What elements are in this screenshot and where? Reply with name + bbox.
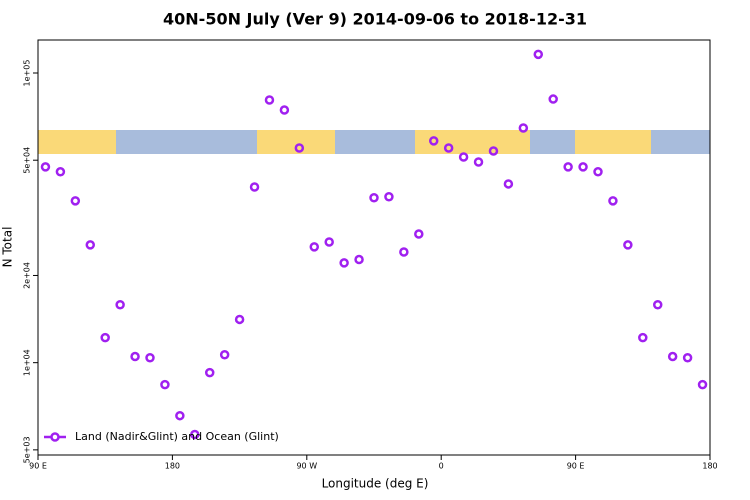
point: [130, 351, 140, 362]
point: [563, 162, 573, 172]
y-axis-label: N Total: [1, 227, 15, 268]
point: [578, 162, 588, 172]
point: [264, 95, 275, 105]
point: [204, 367, 215, 378]
point: [652, 299, 663, 310]
point: [503, 179, 514, 189]
y-tick-label: 1e+05: [23, 60, 32, 87]
point: [55, 167, 66, 177]
point: [145, 352, 155, 363]
chart-title: 40N-50N July (Ver 9) 2014-09-06 to 2018-…: [163, 10, 587, 29]
y-tick-label: 5e+04: [23, 147, 32, 174]
point: [518, 123, 529, 133]
point: [249, 182, 260, 192]
point: [623, 240, 633, 250]
point: [100, 332, 110, 343]
map-strip: [38, 130, 710, 154]
point: [593, 167, 603, 177]
point: [533, 49, 544, 60]
point: [324, 237, 334, 247]
point: [40, 162, 51, 172]
point: [339, 258, 349, 268]
point: [354, 254, 364, 265]
point: [190, 429, 200, 440]
x-tick-label: 90 E: [567, 462, 585, 471]
point: [175, 410, 185, 421]
point: [414, 229, 424, 239]
point: [548, 94, 558, 104]
point: [294, 143, 305, 153]
point: [488, 146, 499, 156]
x-tick-label: 180: [165, 462, 180, 471]
point: [682, 352, 693, 363]
plot-frame: [37, 39, 711, 456]
point: [160, 379, 170, 390]
x-tick-label: 90 W: [296, 462, 317, 471]
point: [608, 196, 618, 206]
point: [399, 247, 409, 257]
point: [70, 196, 81, 206]
point: [279, 105, 290, 115]
point: [384, 191, 394, 202]
point: [458, 152, 469, 162]
point: [443, 143, 454, 153]
point: [697, 379, 708, 390]
point: [473, 157, 484, 167]
point: [85, 240, 96, 250]
point: [428, 136, 439, 146]
x-axis-label: Longitude (deg E): [322, 477, 429, 491]
y-tick-label: 1e+04: [23, 349, 32, 376]
point: [667, 351, 678, 362]
y-tick-label: 5e+03: [23, 436, 32, 463]
legend-marker: [50, 432, 60, 442]
point: [309, 242, 320, 252]
x-tick-label: 90 E: [29, 462, 47, 471]
point: [369, 192, 379, 203]
x-tick-label: 0: [439, 462, 444, 471]
point: [115, 299, 125, 310]
legend-label: Land (Nadir&Glint) and Ocean (Glint): [75, 430, 279, 443]
point: [234, 314, 245, 325]
x-tick-label: 180: [702, 462, 717, 471]
point: [219, 349, 230, 360]
point: [638, 332, 648, 343]
y-tick-label: 2e+04: [23, 262, 32, 289]
